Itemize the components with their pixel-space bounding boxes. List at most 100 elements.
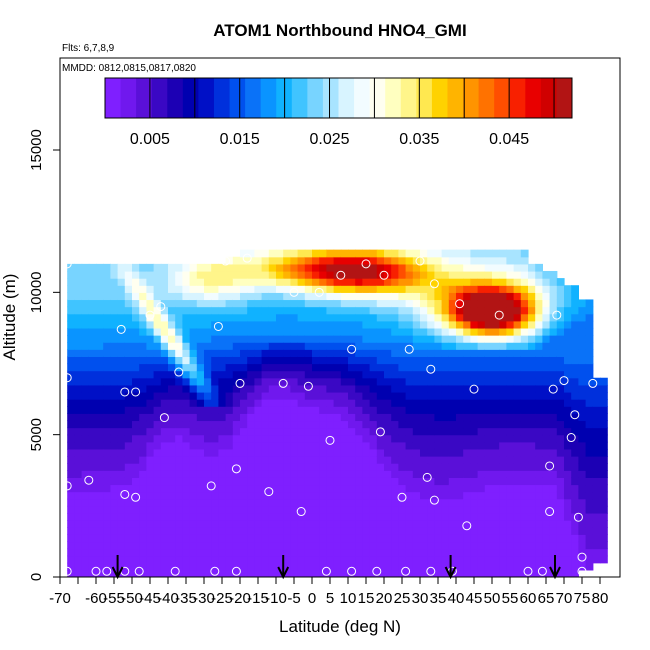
heatmap-cell [412, 391, 421, 400]
heatmap-cell [578, 320, 587, 329]
heatmap-cell [520, 363, 529, 372]
heatmap-cell [348, 448, 356, 457]
heatmap-cell [67, 441, 75, 450]
heatmap-cell [499, 569, 507, 577]
heatmap-cell [81, 278, 90, 286]
heatmap-cell [211, 534, 219, 543]
heatmap-cell [340, 427, 349, 436]
heatmap-cell [88, 285, 97, 293]
heatmap-cell [139, 356, 147, 365]
heatmap-cell [420, 399, 428, 407]
heatmap-cell [297, 370, 306, 379]
heatmap-cell [585, 484, 594, 493]
heatmap-cell [441, 562, 450, 571]
heatmap-cell [369, 285, 378, 293]
heatmap-cell [168, 484, 176, 493]
heatmap-cell [168, 456, 176, 464]
heatmap-cell [470, 527, 479, 535]
heatmap-cell [81, 413, 90, 422]
heatmap-cell [513, 320, 522, 329]
heatmap-cell [405, 463, 414, 471]
heatmap-cell [376, 427, 385, 436]
heatmap-cell [376, 441, 385, 450]
heatmap-cell [542, 562, 551, 571]
heatmap-cell [470, 349, 479, 357]
heatmap-cell [276, 534, 284, 543]
heatmap-cell [117, 420, 126, 429]
heatmap-cell [398, 427, 407, 436]
heatmap-cell [427, 327, 435, 336]
heatmap-cell [369, 470, 378, 478]
heatmap-cell [74, 363, 83, 372]
heatmap-cell [189, 548, 198, 557]
heatmap-cell [441, 491, 450, 500]
heatmap-cell [412, 384, 421, 393]
heatmap-cell [492, 391, 500, 400]
heatmap-cell [225, 384, 234, 393]
heatmap-cell [427, 527, 435, 535]
heatmap-cell [268, 569, 277, 577]
heatmap-cell [139, 285, 147, 293]
observation-point [134, 566, 144, 576]
heatmap-cell [96, 477, 104, 486]
heatmap-cell [492, 299, 500, 308]
heatmap-cell [290, 520, 299, 528]
heatmap-cell [376, 384, 385, 393]
heatmap-cell [283, 555, 291, 564]
heatmap-cell [391, 363, 399, 372]
heatmap-cell [369, 562, 378, 571]
heatmap-cell [132, 520, 140, 528]
x-tick-label: 45 [466, 590, 483, 607]
heatmap-cell [74, 448, 83, 457]
heatmap-cell [326, 342, 335, 350]
heatmap-cell [434, 249, 443, 258]
heatmap-cell [578, 527, 587, 535]
heatmap-cell [477, 270, 486, 279]
heatmap-cell [556, 562, 565, 571]
heatmap-cell [240, 320, 248, 329]
observation-point [429, 279, 439, 289]
heatmap-cell [283, 470, 291, 478]
heatmap-cell [448, 270, 457, 279]
heatmap-cell [74, 292, 83, 301]
heatmap-cell [297, 527, 306, 535]
heatmap-cell [247, 434, 255, 443]
heatmap-cell [470, 299, 479, 308]
heatmap-cell [268, 470, 277, 478]
heatmap-cell [477, 498, 486, 507]
heatmap-cell [448, 391, 457, 400]
heatmap-cell [232, 356, 241, 365]
heatmap-cell [333, 370, 342, 379]
heatmap-cell [513, 370, 522, 379]
heatmap-cell [528, 342, 536, 350]
heatmap-cell [290, 484, 299, 493]
observation-point [375, 427, 385, 437]
heatmap-cell [96, 313, 104, 322]
heatmap-cell [513, 384, 522, 393]
heatmap-cell [412, 363, 421, 372]
heatmap-cell [499, 498, 507, 507]
heatmap-cell [484, 470, 493, 478]
heatmap-cell [376, 342, 385, 350]
heatmap-cell [88, 292, 97, 301]
heatmap-cell [355, 434, 363, 443]
heatmap-cell [340, 327, 349, 336]
heatmap-cell [189, 342, 198, 350]
heatmap-cell [384, 413, 392, 422]
heatmap-cell [153, 548, 162, 557]
heatmap-cell [441, 370, 450, 379]
heatmap-cell [528, 491, 536, 500]
heatmap-cell [369, 434, 378, 443]
heatmap-cell [225, 320, 234, 329]
heatmap-cell [427, 342, 435, 350]
heatmap-cell [600, 441, 608, 450]
heatmap-cell [405, 498, 414, 507]
heatmap-cell [204, 520, 212, 528]
heatmap-cell [513, 441, 522, 450]
heatmap-cell [376, 327, 385, 336]
heatmap-cell [520, 342, 529, 350]
heatmap-cell [362, 498, 371, 507]
heatmap-cell [549, 356, 558, 365]
heatmap-cell [506, 335, 515, 343]
heatmap-cell [484, 548, 493, 557]
